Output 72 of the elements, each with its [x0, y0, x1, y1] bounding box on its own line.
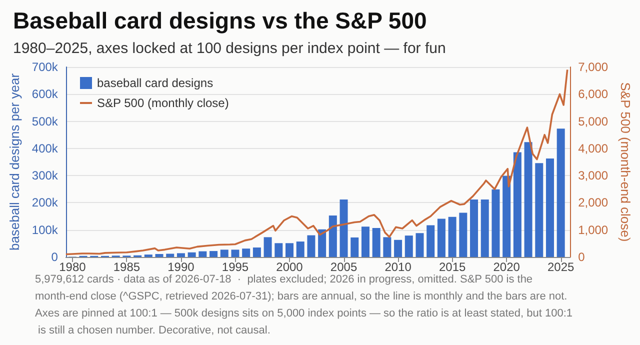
bar — [198, 251, 207, 257]
bar — [252, 248, 261, 257]
chart-subtitle: 1980–2025, axes locked at 100 designs per index point — for fun — [13, 40, 446, 57]
bar — [242, 248, 250, 257]
bar — [328, 215, 337, 257]
bar — [480, 199, 489, 257]
bar — [296, 242, 304, 257]
y-tick-label: 0 — [51, 250, 58, 264]
bar — [155, 254, 164, 257]
bar — [372, 228, 380, 257]
y2-axis-title: S&P 500 (month-end close) — [618, 82, 633, 242]
bar — [404, 236, 413, 257]
bar — [394, 240, 402, 257]
bar — [210, 251, 218, 257]
bar — [274, 243, 283, 257]
y-tick-label: 600k — [32, 87, 59, 102]
bar — [524, 142, 532, 257]
bar — [437, 218, 446, 257]
bar — [340, 199, 348, 257]
x-tick-label: 2000 — [276, 260, 304, 274]
bar — [176, 253, 185, 257]
bar — [383, 237, 392, 257]
y-tick-label: 400k — [32, 141, 59, 156]
bar — [502, 176, 511, 257]
x-tick-label: 1985 — [113, 260, 140, 274]
x-tick-label: 2020 — [493, 260, 520, 274]
x-tick-label: 1990 — [168, 260, 195, 274]
legend-label: baseball card designs — [97, 76, 214, 90]
bar — [426, 225, 435, 257]
bar — [492, 189, 500, 257]
y2-tick-label: 4,000 — [578, 141, 608, 156]
line-series — [65, 68, 568, 256]
x-tick-label: 2005 — [330, 260, 358, 274]
bar — [470, 199, 478, 257]
y2-tick-label: 1,000 — [578, 222, 608, 237]
bar — [448, 216, 456, 257]
y2-tick-label: 6,000 — [578, 87, 608, 102]
text: 5,979,612 cards · data as of 2026-07-18 · plates excluded; 2026 in progress, omitted. S&P 500 is the month-end close (^GSPC, retrieved 2026-07-31); bars are annual, so the line is monthly and the bars are not. Axes are pinned at 100:1 — 500k designs sits on 5,000 index points — so the ratio is at least stated, but 100:1 is still a chosen number. Decorative, not causal. — [35, 274, 573, 336]
bar — [546, 158, 554, 257]
y2-tick-label: 2,000 — [578, 196, 608, 210]
y-axis-title: baseball card designs per year — [7, 72, 22, 251]
bar — [220, 250, 228, 257]
bar — [513, 152, 522, 257]
y2-tick-label: 0 — [578, 250, 586, 264]
y-tick-label: 500k — [32, 114, 59, 128]
legend-label: S&P 500 (monthly close) — [97, 96, 229, 110]
y-tick-label: 700k — [32, 60, 59, 74]
bar — [231, 250, 240, 257]
bar — [416, 233, 424, 257]
y-tick-label: 100k — [32, 222, 59, 237]
bar — [166, 254, 174, 257]
bar — [556, 128, 565, 257]
bar — [286, 243, 294, 257]
x-tick-label: 1980 — [59, 260, 86, 274]
bar — [318, 229, 326, 257]
bar — [459, 212, 468, 257]
chart-title: Baseball card designs vs the S&P 500 — [13, 8, 427, 34]
x-tick-label: 1995 — [222, 260, 249, 274]
y-tick-label: 200k — [32, 196, 59, 210]
x-tick-label: 2015 — [438, 260, 466, 274]
bar — [307, 235, 316, 257]
x-tick-label: 2010 — [384, 260, 412, 274]
bar — [350, 237, 359, 257]
bar — [264, 237, 272, 257]
bar — [188, 252, 196, 257]
y2-tick-label: 5,000 — [578, 114, 608, 128]
bar — [361, 226, 370, 257]
y2-tick-label: 3,000 — [578, 168, 608, 183]
y-tick-label: 300k — [32, 168, 59, 183]
bar — [535, 163, 544, 257]
x-tick-label: 2025 — [547, 260, 575, 274]
y2-tick-label: 7,000 — [578, 60, 608, 74]
